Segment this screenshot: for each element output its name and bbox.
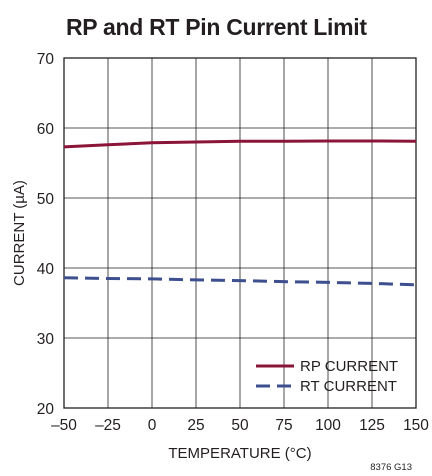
legend-label: RP CURRENT [300,358,398,375]
x-tick-label: 25 [187,417,204,434]
y-tick-label: 70 [37,51,55,68]
series-line-rp-current [63,139,417,149]
y-tick-label: 20 [37,401,55,418]
x-tick-label: 150 [403,417,429,434]
y-tick-label: 60 [37,121,55,138]
plot-frame [63,57,417,409]
y-tick-label: 40 [37,261,55,278]
y-tick-labels: 20 30 40 50 60 70 [37,51,55,418]
x-tick-label: 50 [231,417,249,434]
x-tick-label: 0 [148,417,157,434]
x-tick-labels: –50 –25 0 25 50 75 100 125 150 [51,417,429,434]
x-tick-label: 75 [275,417,292,434]
x-tick-label: –25 [95,417,121,434]
x-tick-label: –50 [51,417,77,434]
x-axis-label: TEMPERATURE (°C) [168,445,311,462]
legend: RP CURRENT RT CURRENT [256,358,398,395]
x-tick-label: 100 [315,417,341,434]
legend-label: RT CURRENT [300,378,397,395]
figure-id: 8376 G13 [370,462,412,473]
y-axis-label: CURRENT (µA) [11,180,28,286]
chart-title: RP and RT Pin Current Limit [66,14,367,40]
y-tick-label: 30 [37,331,55,348]
series-line-rt-current [63,276,417,287]
series-layer [63,139,417,287]
x-tick-label: 125 [359,417,385,434]
grid [64,58,416,408]
y-tick-label: 50 [37,191,55,208]
